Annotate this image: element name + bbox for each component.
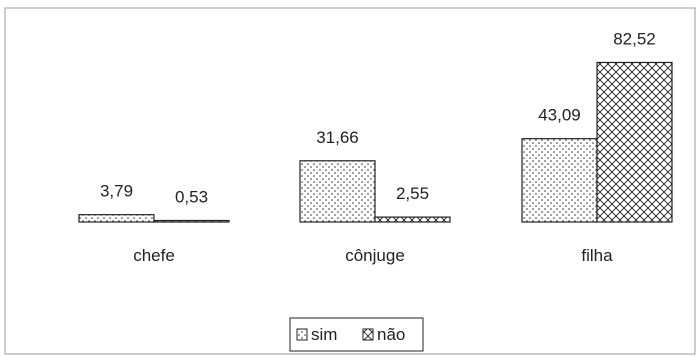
bar-sim-0 [78, 214, 155, 223]
bar-sim-1 [299, 160, 376, 223]
data-label-nao-2: 82,52 [613, 29, 656, 48]
data-label-sim-0: 3,79 [100, 182, 133, 201]
legend: sim não [289, 317, 424, 352]
bar-nao-1 [374, 216, 451, 223]
legend-label-nao: não [377, 325, 405, 344]
category-label-2: filha [581, 246, 613, 265]
bar-nao-0 [153, 219, 230, 223]
legend-label-sim: sim [311, 325, 337, 344]
data-label-nao-1: 2,55 [396, 184, 429, 203]
legend-swatch-sim [296, 328, 308, 341]
labels-layer: 3,79 0,53 chefe 31,66 2,55 cônjuge 43,09 82,52 f… [100, 29, 656, 265]
data-label-sim-1: 31,66 [316, 128, 359, 147]
bars-layer [78, 61, 673, 223]
bar-nao-2 [596, 61, 673, 223]
category-label-1: cônjuge [345, 246, 405, 265]
data-label-nao-0: 0,53 [175, 188, 208, 207]
data-label-sim-2: 43,09 [538, 106, 581, 125]
bar-sim-2 [521, 138, 598, 223]
legend-box [289, 317, 424, 352]
chart-frame [4, 7, 696, 355]
legend-swatch-nao [362, 328, 374, 341]
category-label-0: chefe [133, 246, 175, 265]
